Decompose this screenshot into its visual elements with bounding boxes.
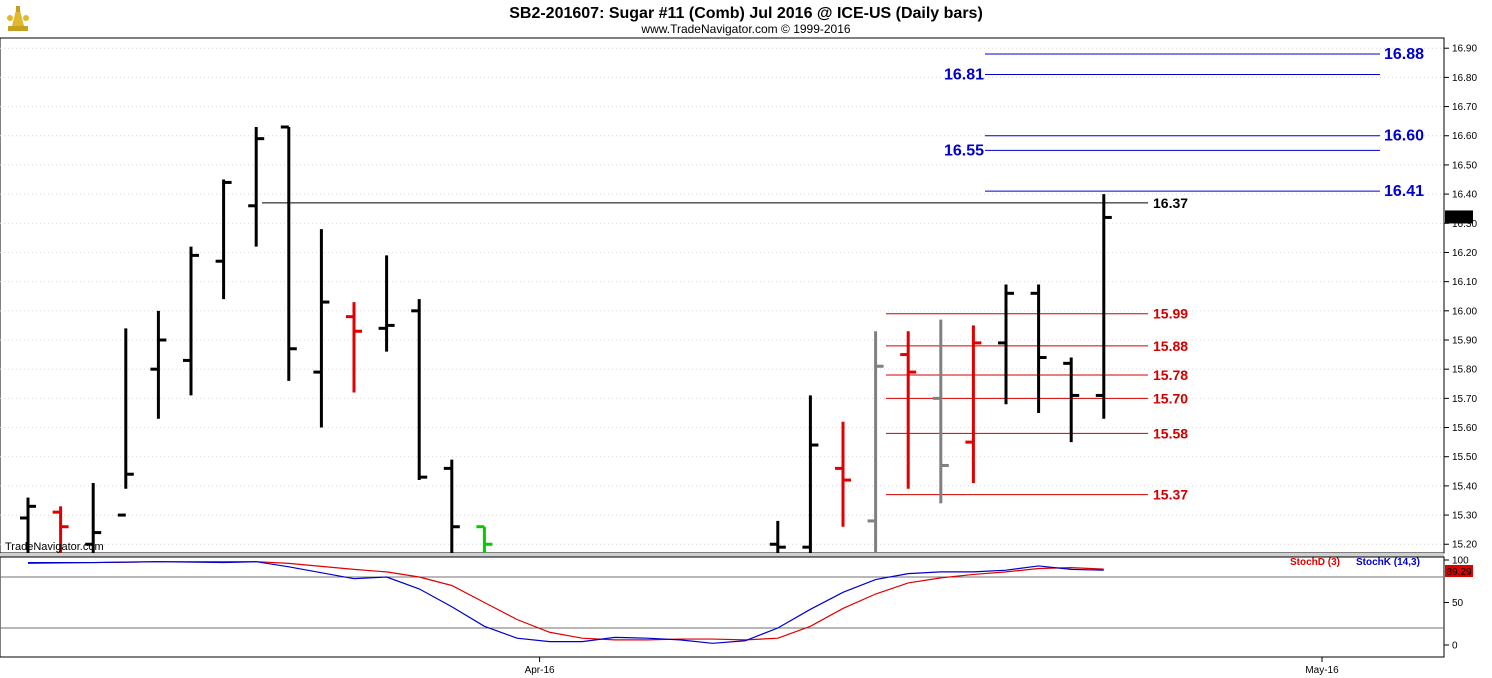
ohlc-bar: [248, 126, 265, 247]
stochastic-tick-label: 50: [1452, 598, 1464, 609]
ohlc-bar: [476, 525, 493, 553]
ohlc-bar: [150, 310, 167, 419]
level-label-16.37: 16.37: [1153, 195, 1188, 211]
price-tick-label: 16.20: [1452, 248, 1477, 259]
ohlc-bar: [52, 506, 69, 553]
ohlc-bar: [411, 299, 428, 481]
ohlc-bar: [932, 319, 949, 504]
level-label-16.81: 16.81: [944, 66, 984, 83]
time-tick-label: Apr-16: [525, 665, 555, 676]
price-tick-label: 16.70: [1452, 102, 1477, 113]
ohlc-bar: [769, 520, 786, 553]
ohlc-bar: [965, 325, 982, 483]
level-label-15.78: 15.78: [1153, 367, 1188, 383]
ohlc-bar: [835, 421, 851, 527]
ohlc-bar: [867, 331, 884, 553]
time-axis: Apr-16 May-16: [525, 657, 1339, 676]
price-tick-label: 16.10: [1452, 277, 1477, 288]
price-tick-label: 15.30: [1452, 511, 1477, 522]
ohlc-bar: [802, 395, 819, 553]
time-tick-label: May-16: [1305, 665, 1339, 676]
level-label-15.58: 15.58: [1153, 425, 1188, 441]
level-label-15.37: 15.37: [1153, 487, 1188, 503]
price-tick-label: 15.80: [1452, 365, 1477, 376]
price-gridlines: [0, 47, 1444, 545]
price-panel: [0, 37, 1445, 554]
stochk-line: [28, 561, 1104, 644]
ohlc-bar: [117, 328, 134, 517]
ohlc-bar: [1095, 194, 1112, 419]
level-label-15.88: 15.88: [1153, 338, 1188, 354]
ohlc-bar: [1030, 284, 1047, 413]
level-label-16.88: 16.88: [1384, 46, 1424, 63]
price-tick-label: 16.00: [1452, 306, 1477, 317]
price-tick-label: 16.40: [1452, 190, 1477, 201]
ohlc-bars: [20, 125, 1112, 553]
stochastic-tick-label: 0: [1452, 641, 1458, 652]
level-label-16.41: 16.41: [1384, 183, 1424, 200]
price-tick-label: 15.20: [1452, 540, 1477, 551]
ohlc-bar: [346, 302, 362, 393]
price-tick-label: 16.50: [1452, 160, 1477, 171]
level-label-15.70: 15.70: [1153, 390, 1188, 406]
price-tick-label: 16.90: [1452, 44, 1477, 55]
ohlc-bar: [1063, 357, 1080, 443]
ohlc-bar: [183, 246, 199, 396]
stochastic-axis: 0 50 100: [1444, 556, 1469, 652]
price-tick-label: 15.40: [1452, 481, 1477, 492]
last-price-label: 16.32: [1446, 213, 1471, 224]
ohlc-bar: [998, 284, 1014, 405]
ohlc-bar: [378, 255, 395, 352]
stochastic-gridlines: [0, 576, 1444, 629]
price-tick-label: 16.80: [1452, 73, 1477, 84]
price-tick-label: 16.60: [1452, 131, 1477, 142]
ohlc-bar: [443, 459, 460, 553]
ohlc-bar: [20, 497, 36, 553]
price-axis: 15.20 15.30 15.40 15.50 15.60 15.70 15.80 15.90…: [1444, 44, 1477, 551]
chart-title: SB2-201607: Sugar #11 (Comb) Jul 2016 @ …: [509, 5, 983, 22]
stochd-line: [27, 561, 1104, 641]
level-label-16.55: 16.55: [944, 142, 984, 159]
stochastic-last-badge: 89.29: [1445, 565, 1473, 578]
price-tick-label: 15.70: [1452, 394, 1477, 405]
price-tick-label: 15.60: [1452, 423, 1477, 434]
ohlc-bar: [85, 482, 102, 553]
stochastic-last-value: 89.29: [1446, 567, 1471, 578]
level-label-15.99: 15.99: [1153, 306, 1188, 322]
ohlc-bar: [215, 179, 232, 300]
ohlc-bar: [313, 229, 330, 428]
logo-icon: [7, 6, 29, 31]
chart-subtitle: www.TradeNavigator.com © 1999-2016: [640, 22, 850, 36]
price-tick-label: 15.90: [1452, 335, 1477, 346]
price-tick-label: 15.50: [1452, 452, 1477, 463]
header: SB2-201607: Sugar #11 (Comb) Jul 2016 @ …: [7, 5, 983, 36]
level-label-16.60: 16.60: [1384, 128, 1424, 145]
legend-stochd: StochD (3): [1290, 557, 1340, 568]
stochastic-panel: [0, 556, 1445, 658]
ohlc-bar: [900, 331, 917, 489]
price-levels: 16.88 16.81 16.60 16.55 16.41 16.37 15.99 15.88…: [262, 46, 1424, 503]
watermark: TradeNavigator.com: [5, 541, 104, 553]
ohlc-bar: [280, 125, 297, 381]
price-tick-label: 16.30: [1452, 219, 1477, 230]
stochastic-tick-label: 100: [1452, 556, 1469, 567]
stochastic-lines: [27, 561, 1104, 644]
last-price-badge: 16.32: [1445, 210, 1473, 224]
panel-separator: [0, 553, 1444, 557]
legend-stochk: StochK (14,3): [1356, 557, 1420, 568]
